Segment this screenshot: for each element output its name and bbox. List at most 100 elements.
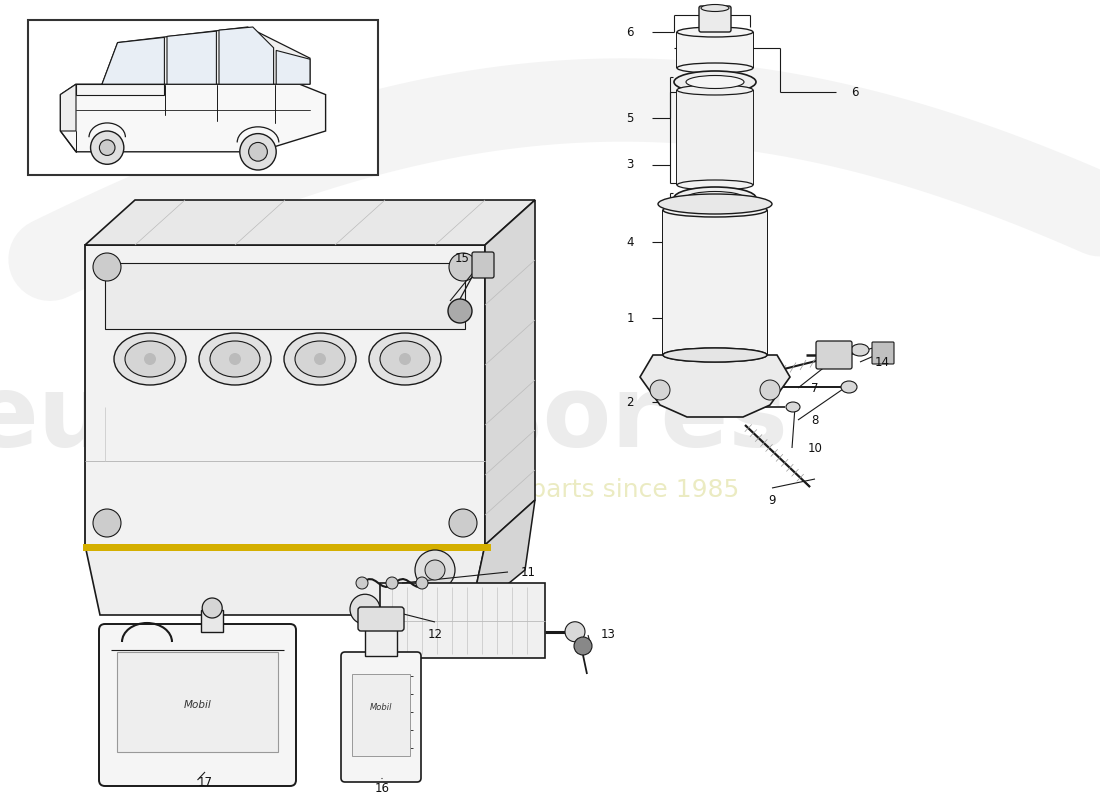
Bar: [28, 20, 378, 175]
Polygon shape: [485, 200, 535, 545]
Circle shape: [415, 550, 455, 590]
Text: 7: 7: [812, 382, 818, 394]
Polygon shape: [219, 27, 274, 84]
Text: 6: 6: [851, 86, 859, 98]
Ellipse shape: [379, 341, 430, 377]
Circle shape: [449, 509, 477, 537]
Ellipse shape: [368, 333, 441, 385]
Circle shape: [416, 577, 428, 589]
Bar: [201, 610, 223, 632]
Text: 14: 14: [874, 355, 890, 369]
Ellipse shape: [686, 75, 744, 89]
Ellipse shape: [676, 63, 754, 73]
Circle shape: [229, 353, 241, 365]
Polygon shape: [85, 245, 485, 545]
Polygon shape: [76, 84, 164, 94]
Circle shape: [94, 253, 121, 281]
Circle shape: [90, 131, 124, 164]
Polygon shape: [276, 50, 310, 84]
Circle shape: [202, 598, 222, 618]
Polygon shape: [102, 38, 164, 84]
Bar: [365, 628, 397, 656]
Polygon shape: [167, 31, 217, 84]
Circle shape: [249, 142, 267, 161]
FancyBboxPatch shape: [872, 342, 894, 364]
Text: 17: 17: [198, 775, 212, 789]
Text: europaresores: europaresores: [0, 371, 789, 469]
FancyBboxPatch shape: [698, 6, 732, 32]
Circle shape: [240, 134, 276, 170]
Polygon shape: [640, 355, 790, 417]
Text: 2: 2: [626, 395, 634, 409]
Ellipse shape: [676, 85, 754, 95]
FancyBboxPatch shape: [472, 252, 494, 278]
FancyBboxPatch shape: [341, 652, 421, 782]
Circle shape: [356, 577, 369, 589]
Polygon shape: [676, 32, 754, 68]
Ellipse shape: [701, 5, 729, 11]
Circle shape: [144, 353, 156, 365]
Polygon shape: [470, 500, 535, 615]
Ellipse shape: [295, 341, 345, 377]
Polygon shape: [85, 200, 535, 245]
Circle shape: [314, 353, 326, 365]
Bar: [82, 543, 491, 550]
Ellipse shape: [674, 187, 756, 209]
Ellipse shape: [786, 402, 800, 412]
Text: 5: 5: [626, 111, 634, 125]
Text: 1: 1: [626, 311, 634, 325]
Ellipse shape: [125, 341, 175, 377]
Circle shape: [565, 622, 585, 642]
Circle shape: [449, 253, 477, 281]
Text: Mobil: Mobil: [184, 700, 211, 710]
Circle shape: [386, 577, 398, 589]
Circle shape: [399, 353, 411, 365]
Ellipse shape: [674, 71, 756, 93]
Circle shape: [650, 380, 670, 400]
Circle shape: [760, 380, 780, 400]
FancyBboxPatch shape: [816, 341, 853, 369]
Ellipse shape: [284, 333, 356, 385]
Circle shape: [350, 594, 380, 624]
Text: 6: 6: [626, 26, 634, 38]
Ellipse shape: [842, 381, 857, 393]
Bar: [379, 583, 544, 658]
Polygon shape: [102, 27, 310, 84]
Bar: [104, 263, 465, 329]
Ellipse shape: [114, 333, 186, 385]
Text: a passion for parts since 1985: a passion for parts since 1985: [361, 478, 739, 502]
Ellipse shape: [663, 203, 767, 217]
Text: 12: 12: [428, 629, 442, 642]
Text: 16: 16: [374, 782, 389, 794]
FancyBboxPatch shape: [358, 607, 404, 631]
Ellipse shape: [663, 348, 767, 362]
Circle shape: [94, 509, 121, 537]
FancyBboxPatch shape: [99, 624, 296, 786]
Ellipse shape: [851, 344, 869, 356]
Text: 15: 15: [454, 251, 470, 265]
Polygon shape: [676, 90, 754, 185]
Ellipse shape: [676, 27, 754, 37]
Bar: [352, 674, 410, 756]
Text: 8: 8: [812, 414, 818, 426]
Circle shape: [448, 299, 472, 323]
Ellipse shape: [199, 333, 271, 385]
Text: Mobil: Mobil: [370, 703, 393, 713]
Ellipse shape: [686, 191, 744, 205]
Circle shape: [425, 560, 446, 580]
Ellipse shape: [663, 348, 767, 362]
Circle shape: [99, 140, 116, 155]
Text: 4: 4: [626, 235, 634, 249]
Polygon shape: [60, 84, 326, 152]
Ellipse shape: [210, 341, 260, 377]
Text: 9: 9: [768, 494, 776, 506]
Polygon shape: [85, 545, 485, 615]
Circle shape: [574, 637, 592, 655]
Polygon shape: [60, 84, 76, 131]
Text: 11: 11: [520, 566, 536, 578]
Polygon shape: [663, 210, 767, 355]
Ellipse shape: [676, 180, 754, 190]
Bar: [117, 652, 278, 752]
Ellipse shape: [658, 194, 772, 214]
Text: 3: 3: [626, 158, 634, 171]
